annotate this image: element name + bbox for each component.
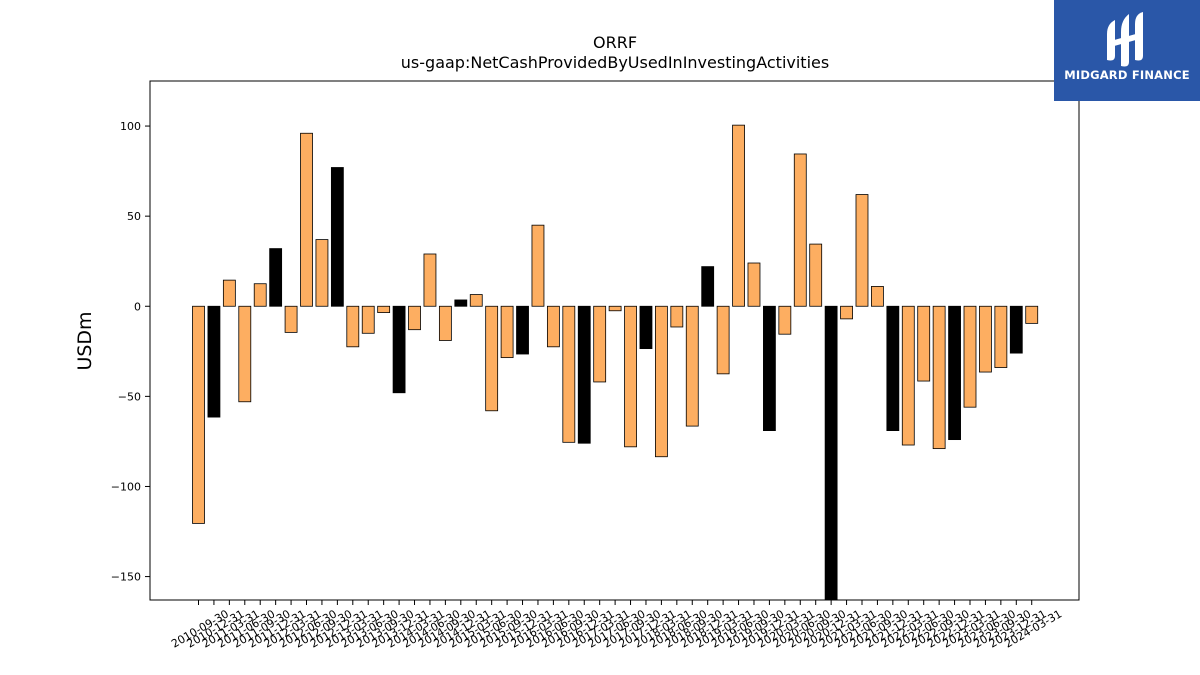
y-tick-label: −150 xyxy=(111,571,141,584)
midgard-logo-icon xyxy=(1107,12,1143,67)
bar-2020-03-31 xyxy=(778,305,792,335)
bar-2022-03-31 xyxy=(901,305,915,446)
chart-title: ORRF xyxy=(593,33,637,52)
y-axis: 100 50 0 −50 −100 −150 xyxy=(111,120,150,584)
y-tick-label: 100 xyxy=(120,120,141,133)
bar-2013-09-30 xyxy=(377,305,391,313)
bar-2023-06-30 xyxy=(979,305,992,373)
bar-2011-09-30 xyxy=(253,283,267,307)
bar-2011-03-31 xyxy=(222,279,236,307)
bar-2014-06-30 xyxy=(423,253,437,307)
bar-2012-06-30 xyxy=(300,132,313,307)
brand-logo: MIDGARD FINANCE xyxy=(1054,0,1200,101)
bar-2023-12-31 xyxy=(1009,305,1023,354)
bar-2022-09-30 xyxy=(932,305,946,450)
bar-2011-06-30 xyxy=(238,305,252,403)
bar-2022-12-31 xyxy=(948,305,961,441)
bar-2020-09-30 xyxy=(809,243,823,307)
bar-2021-12-31 xyxy=(886,305,900,432)
bar-2017-12-31 xyxy=(639,305,653,350)
bar-2015-12-31 xyxy=(516,305,529,355)
bar-2020-12-31 xyxy=(824,305,838,601)
bar-2016-03-31 xyxy=(531,224,545,307)
bar-2015-09-30 xyxy=(500,305,514,359)
bar-2020-06-30 xyxy=(793,153,807,307)
y-tick-label: 0 xyxy=(134,300,141,313)
y-tick-label: −50 xyxy=(118,390,141,403)
bar-2018-06-30 xyxy=(670,305,684,328)
x-axis: 2010-09-302010-12-312011-03-312011-06-30… xyxy=(169,600,1064,651)
bar-2021-03-31 xyxy=(840,305,853,320)
bar-2016-09-30 xyxy=(562,305,576,443)
bar-2023-03-31 xyxy=(963,305,977,408)
bar-2018-03-31 xyxy=(655,305,668,458)
y-tick-label: −100 xyxy=(111,480,141,493)
bar-2013-06-30 xyxy=(361,305,375,334)
bar-2012-03-31 xyxy=(284,305,298,333)
bar-2014-09-30 xyxy=(438,305,452,341)
bar-2014-03-31 xyxy=(408,305,421,331)
bar-2019-06-30 xyxy=(732,124,745,307)
bar-2021-09-30 xyxy=(871,286,884,307)
bar-2012-12-31 xyxy=(330,167,344,307)
bar-2010-12-31 xyxy=(207,305,221,418)
bar-2018-09-30 xyxy=(685,305,699,427)
bar-2015-03-31 xyxy=(469,294,483,307)
bar-2021-06-30 xyxy=(855,194,869,307)
y-axis-label: USDm xyxy=(74,311,96,370)
bar-2017-06-30 xyxy=(608,305,622,312)
bar-2012-09-30 xyxy=(315,239,329,307)
bar-2011-12-31 xyxy=(269,248,283,307)
bar-2023-09-30 xyxy=(994,305,1008,368)
bar-2019-03-31 xyxy=(716,305,730,375)
chart-subtitle: us-gaap:NetCashProvidedByUsedInInvesting… xyxy=(401,53,829,72)
logo-text: MIDGARD FINANCE xyxy=(1064,68,1190,82)
bar-2022-06-30 xyxy=(917,305,931,382)
bar-2019-09-30 xyxy=(747,262,761,307)
bars-group xyxy=(192,124,1039,601)
bar-2018-12-31 xyxy=(701,266,715,307)
bar-2015-06-30 xyxy=(485,305,499,412)
bar-2017-09-30 xyxy=(624,305,637,448)
bar-2016-12-31 xyxy=(577,305,591,444)
bar-2013-03-31 xyxy=(346,305,360,348)
bar-2016-06-30 xyxy=(546,305,560,348)
y-tick-label: 50 xyxy=(127,210,141,223)
bar-2013-12-31 xyxy=(392,305,406,394)
bar-2014-12-31 xyxy=(454,299,468,307)
bar-2019-12-31 xyxy=(763,305,776,432)
bar-2010-09-30 xyxy=(192,305,205,524)
bar-2024-03-31 xyxy=(1025,305,1039,324)
plot-frame xyxy=(149,80,1080,601)
bar-2017-03-31 xyxy=(593,305,607,383)
